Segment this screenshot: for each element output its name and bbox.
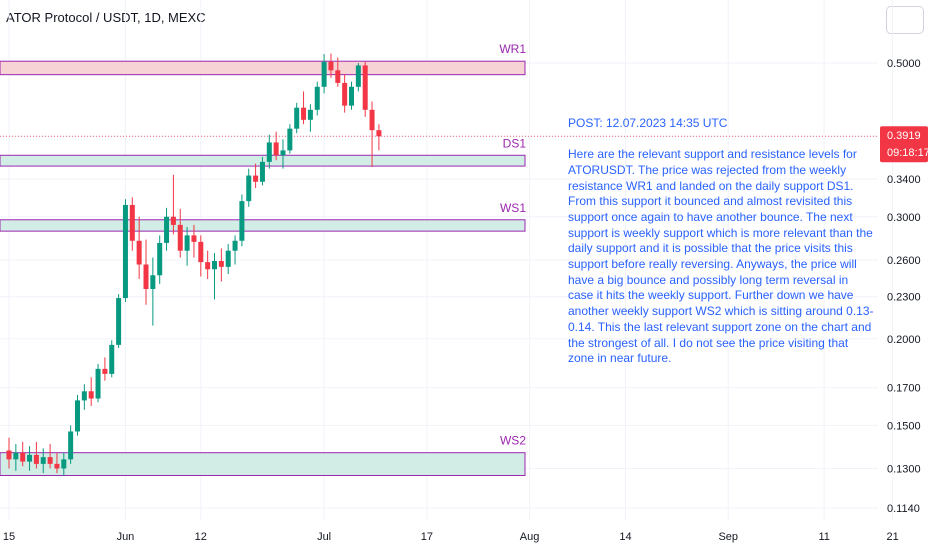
annotation-text: POST: 12.07.2023 14:35 UTC Here are the … <box>568 100 874 367</box>
candle-body <box>143 264 149 289</box>
axes: 0.5000 0.3400 0.3000 0.2600 0.2300 0.2000 0.17… <box>3 58 930 543</box>
candle-body <box>13 452 19 460</box>
candle-body <box>157 242 163 276</box>
candle-body <box>294 107 300 129</box>
x-tick-label: 15 <box>3 531 15 543</box>
candle-body <box>191 235 197 242</box>
candle-body <box>109 344 115 374</box>
zone-label-ds1: DS1 <box>503 136 527 150</box>
candle-body <box>376 130 382 137</box>
candle-body <box>198 241 204 263</box>
candle-body <box>68 431 74 460</box>
y-tick-label: 0.1700 <box>887 383 921 395</box>
y-tick-label: 0.3400 <box>887 174 921 186</box>
candle-body <box>33 454 39 464</box>
candle-body <box>239 201 245 241</box>
x-tick-label: Sep <box>718 531 738 543</box>
zone-wr1 <box>0 60 526 76</box>
candle-body <box>335 70 341 83</box>
candle-body <box>75 400 80 432</box>
y-tick-label: 0.5000 <box>887 58 921 70</box>
candle-body <box>177 224 183 251</box>
candle-body <box>328 61 334 71</box>
candle-body <box>212 260 217 270</box>
candle-body <box>170 216 176 225</box>
candle-body <box>307 109 313 120</box>
candle-body <box>81 391 87 401</box>
chart-title: ATOR Protocol / USDT, 1D, MEXC <box>6 10 206 25</box>
zone-ws2 <box>0 452 526 476</box>
price-tag-countdown: 09:18:17 <box>887 147 930 159</box>
candle-body <box>321 61 327 87</box>
candle-body <box>20 452 26 462</box>
candle-body <box>349 86 354 106</box>
candle-body <box>164 216 170 243</box>
price-tag-price: 0.3919 <box>887 130 921 142</box>
zone-label-wr1: WR1 <box>499 42 526 56</box>
zone-ws1 <box>0 219 526 232</box>
x-tick-label: Jul <box>317 531 331 543</box>
candle-body <box>273 142 279 156</box>
price-tag <box>880 126 928 163</box>
candle-body <box>266 142 272 162</box>
annotation-heading: POST: 12.07.2023 14:35 UTC <box>568 115 728 130</box>
candle-body <box>27 454 33 462</box>
y-tick-label: 0.1500 <box>887 420 921 432</box>
candle-body <box>218 260 224 267</box>
candle-body <box>184 235 190 251</box>
candle-body <box>40 457 46 464</box>
candle-body <box>47 457 53 464</box>
candles <box>6 53 382 476</box>
x-tick-label: 14 <box>619 531 631 543</box>
x-tick-label: 11 <box>818 531 829 543</box>
y-tick-label: 0.1300 <box>887 463 921 475</box>
annotation-body: Here are the relevant support and resist… <box>568 147 874 366</box>
candle-body <box>314 86 320 110</box>
candle-body <box>95 368 101 399</box>
y-tick-label: 0.3000 <box>887 212 921 224</box>
candle-body <box>129 204 135 241</box>
candle-body <box>61 459 67 469</box>
x-tick-label: Aug <box>520 531 540 543</box>
candle-body <box>355 65 361 87</box>
y-tick-label: 0.2300 <box>887 292 921 304</box>
candle-body <box>362 65 368 110</box>
candle-body <box>54 463 60 469</box>
candle-body <box>6 450 12 460</box>
x-tick-label: 17 <box>421 531 433 543</box>
y-tick-label: 0.1140 <box>887 503 920 515</box>
zone-label-ws2: WS2 <box>500 434 526 448</box>
candle-body <box>369 109 375 131</box>
candle-body <box>259 161 265 182</box>
candle-body <box>150 275 156 289</box>
x-tick-label: 21 <box>887 531 899 543</box>
candle-body <box>342 82 348 106</box>
y-tick-label: 0.2600 <box>887 255 921 267</box>
candle-body <box>232 240 238 251</box>
zone-label-ws1: WS1 <box>500 201 526 215</box>
candle-body <box>280 150 286 156</box>
candle-body <box>102 368 108 374</box>
x-tick-label: 12 <box>195 531 207 543</box>
candle-body <box>253 175 259 182</box>
candle-body <box>88 391 94 399</box>
candle-body <box>205 262 211 270</box>
candle-body <box>287 128 293 151</box>
candle-body <box>225 250 231 267</box>
candle-body <box>301 107 307 120</box>
x-tick-label: Jun <box>117 531 135 543</box>
y-tick-label: 0.2000 <box>887 334 921 346</box>
candle-body <box>246 175 252 202</box>
candle-body <box>122 204 128 299</box>
candle-body <box>136 240 142 265</box>
candle-body <box>116 298 122 345</box>
